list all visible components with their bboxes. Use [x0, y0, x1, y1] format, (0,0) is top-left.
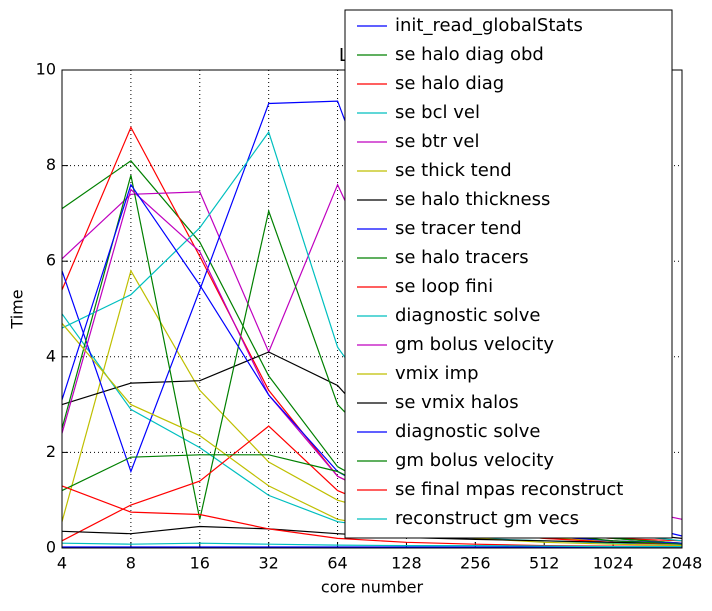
legend-label: diagnostic solve [395, 305, 540, 326]
x-tick-label: 32 [258, 554, 278, 573]
x-tick-label: 2048 [662, 554, 703, 573]
legend-label: se bcl vel [395, 102, 480, 123]
series-line [61, 542, 682, 548]
legend-label: se btr vel [395, 131, 480, 152]
x-tick-label: 1024 [593, 554, 634, 573]
legend-label: se halo diag [395, 73, 504, 94]
y-tick-label: 0 [46, 538, 56, 557]
x-tick-label: 256 [460, 554, 491, 573]
x-tick-label: 16 [190, 554, 210, 573]
y-tick-label: 8 [46, 155, 56, 174]
x-tick-label: 512 [529, 554, 560, 573]
y-tick-label: 6 [46, 251, 56, 270]
x-tick-label: 128 [391, 554, 422, 573]
y-tick-label: 4 [46, 346, 56, 365]
legend-label: gm bolus velocity [395, 450, 554, 471]
x-tick-label: 4 [57, 554, 67, 573]
y-tick-label: 2 [46, 442, 56, 461]
legend-label: init_read_globalStats [395, 15, 583, 36]
x-tick-label: 8 [126, 554, 136, 573]
legend-label: se halo thickness [395, 189, 550, 210]
x-axis-label: core number [321, 578, 424, 597]
legend-label: se vmix halos [395, 392, 519, 413]
legend-label: se halo tracers [395, 247, 529, 268]
legend-box [344, 9, 673, 539]
legend-label: vmix imp [395, 363, 479, 384]
legend-label: se thick tend [395, 160, 512, 181]
legend-label: se tracer tend [395, 218, 522, 239]
legend-label: se final mpas reconstruct [395, 479, 623, 500]
legend-label: se halo diag obd [395, 44, 544, 65]
legend-label: se loop fini [395, 276, 493, 297]
x-tick-label: 64 [327, 554, 347, 573]
y-axis-label: Time [8, 289, 27, 329]
legend-label: gm bolus velocity [395, 334, 554, 355]
legend-label: reconstruct gm vecs [395, 508, 579, 529]
y-tick-label: 10 [36, 60, 56, 79]
legend-label: diagnostic solve [395, 421, 540, 442]
